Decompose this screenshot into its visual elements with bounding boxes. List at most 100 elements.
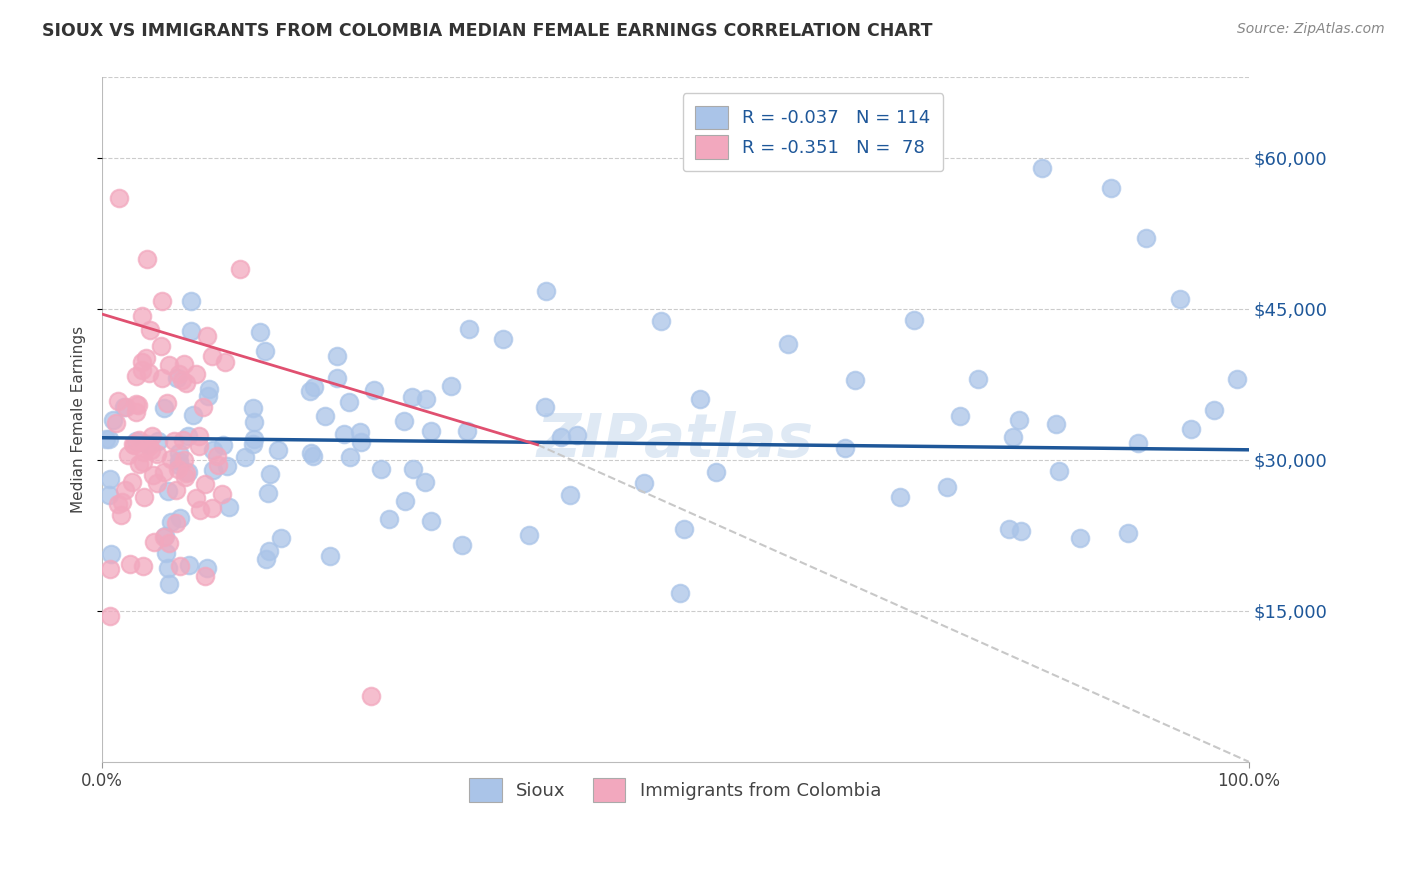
Point — [181, 409, 204, 423]
Text: ZIPatlas: ZIPatlas — [537, 410, 814, 469]
Point — [191, 400, 214, 414]
Point — [138, 367, 160, 381]
Y-axis label: Median Female Earnings: Median Female Earnings — [72, 326, 86, 513]
Point — [163, 434, 186, 449]
Point — [153, 401, 176, 415]
Point — [401, 390, 423, 404]
Point — [110, 508, 132, 523]
Point — [98, 609, 121, 624]
Point — [337, 395, 360, 409]
Point — [451, 537, 474, 551]
Point — [128, 433, 150, 447]
Point — [131, 309, 153, 323]
Point — [146, 434, 169, 448]
Point — [121, 475, 143, 489]
Point — [103, 412, 125, 426]
Point — [257, 486, 280, 500]
Point — [197, 561, 219, 575]
Point — [136, 252, 159, 266]
Point — [96, 432, 118, 446]
Point — [1031, 161, 1053, 175]
Point — [132, 445, 155, 459]
Point — [173, 357, 195, 371]
Point — [174, 466, 197, 480]
Point — [134, 490, 156, 504]
Point — [156, 396, 179, 410]
Point — [100, 547, 122, 561]
Point — [141, 428, 163, 442]
Point — [201, 349, 224, 363]
Point — [492, 332, 515, 346]
Point — [302, 450, 325, 464]
Point — [167, 458, 190, 472]
Point — [167, 462, 190, 476]
Point — [174, 376, 197, 391]
Point — [173, 452, 195, 467]
Point — [633, 475, 655, 490]
Point — [150, 293, 173, 308]
Point — [218, 500, 240, 514]
Point — [966, 372, 988, 386]
Point — [176, 465, 198, 479]
Point — [139, 443, 162, 458]
Point — [98, 432, 121, 446]
Point — [186, 491, 208, 506]
Point — [201, 443, 224, 458]
Point — [689, 392, 711, 406]
Point — [370, 462, 392, 476]
Point — [319, 549, 342, 563]
Point — [139, 323, 162, 337]
Point — [160, 515, 183, 529]
Point — [202, 463, 225, 477]
Point — [132, 455, 155, 469]
Point — [156, 560, 179, 574]
Point — [339, 450, 361, 465]
Point — [229, 261, 252, 276]
Point — [326, 349, 349, 363]
Point — [166, 371, 188, 385]
Point — [349, 425, 371, 439]
Point — [419, 424, 441, 438]
Point — [363, 383, 385, 397]
Point — [1099, 181, 1122, 195]
Point — [107, 497, 129, 511]
Point — [194, 569, 217, 583]
Point — [299, 384, 322, 398]
Point — [127, 398, 149, 412]
Point — [197, 389, 219, 403]
Point — [131, 363, 153, 377]
Point — [332, 426, 354, 441]
Point — [165, 483, 187, 497]
Point — [122, 437, 145, 451]
Point — [534, 284, 557, 298]
Point — [270, 532, 292, 546]
Point — [560, 488, 582, 502]
Point — [155, 546, 177, 560]
Point — [124, 369, 146, 384]
Point — [301, 446, 323, 460]
Point — [195, 328, 218, 343]
Point — [415, 392, 437, 407]
Point — [120, 557, 142, 571]
Point — [350, 434, 373, 449]
Point — [98, 488, 121, 502]
Point — [1128, 436, 1150, 450]
Point — [146, 447, 169, 461]
Point — [211, 487, 233, 501]
Point — [378, 512, 401, 526]
Point — [170, 373, 193, 387]
Point — [889, 491, 911, 505]
Point — [187, 429, 209, 443]
Point — [187, 439, 209, 453]
Point — [254, 343, 277, 358]
Point — [1116, 525, 1139, 540]
Point — [172, 433, 194, 447]
Point — [1010, 524, 1032, 538]
Point — [259, 467, 281, 482]
Point — [394, 414, 416, 428]
Point — [242, 432, 264, 446]
Point — [304, 380, 326, 394]
Point — [672, 522, 695, 536]
Point — [128, 457, 150, 471]
Point — [135, 351, 157, 366]
